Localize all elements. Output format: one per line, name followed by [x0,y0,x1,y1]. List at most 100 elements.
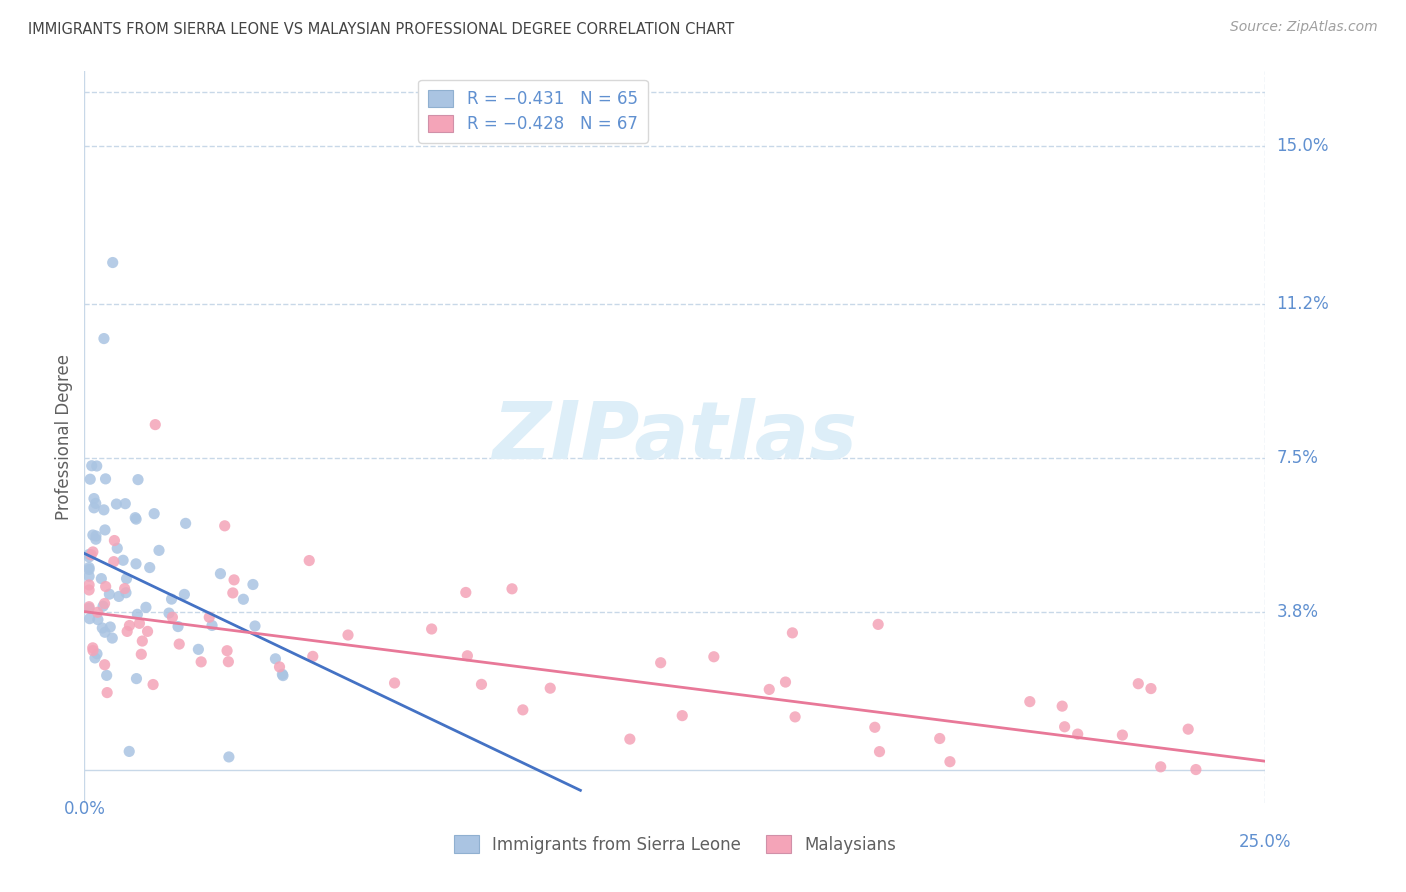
Point [84,651,107,665]
Text: ZIPatlas: ZIPatlas [492,398,858,476]
Point [94,472,117,486]
Text: 11.2%: 11.2% [1277,295,1329,313]
Point [384,676,406,690]
Point [136,624,159,639]
Point [86,458,108,473]
Point [105,541,128,556]
Point [87,613,110,627]
Point [201,618,224,632]
Point [1018,695,1040,709]
Point [77,601,100,615]
Point [420,622,443,636]
Point [118,618,141,632]
Point [301,649,323,664]
Point [619,732,641,747]
Point [125,672,148,686]
Point [82,640,104,655]
Text: 3.8%: 3.8% [1277,603,1319,621]
Point [1050,699,1073,714]
Point [269,660,291,674]
Point [84,532,107,546]
Point [538,681,561,696]
Point [96,668,118,682]
Point [271,668,294,682]
Point [217,655,239,669]
Point [454,585,477,599]
Point [135,600,157,615]
Point [142,677,165,691]
Point [863,720,886,734]
Point [80,458,103,473]
Point [928,731,950,746]
Point [129,647,152,661]
Point [271,667,294,681]
Point [93,597,115,611]
Point [112,553,135,567]
Point [127,607,149,622]
Point [157,606,180,620]
Point [86,647,108,661]
Point [222,573,245,587]
Point [115,572,138,586]
Point [1140,681,1163,696]
Point [105,497,128,511]
Point [93,503,115,517]
Text: 7.5%: 7.5% [1277,449,1319,467]
Legend: Immigrants from Sierra Leone, Malaysians: Immigrants from Sierra Leone, Malaysians [447,829,903,860]
Point [1185,763,1208,777]
Point [1067,727,1090,741]
Point [80,548,103,562]
Point [98,587,121,601]
Point [138,560,160,574]
Point [160,592,183,607]
Point [209,566,232,581]
Point [148,543,170,558]
Point [118,744,141,758]
Point [775,675,797,690]
Point [501,582,523,596]
Point [703,649,725,664]
Point [167,637,190,651]
Point [1053,720,1076,734]
Point [96,685,118,699]
Point [125,557,148,571]
Point [131,634,153,648]
Point [93,657,115,672]
Point [512,703,534,717]
Point [782,625,804,640]
Point [456,648,478,663]
Point [115,585,138,599]
Point [173,587,195,601]
Point [470,677,492,691]
Point [101,631,124,645]
Point [162,610,184,624]
Point [167,619,190,633]
Point [114,582,136,596]
Point [108,590,131,604]
Point [84,496,107,510]
Point [650,656,672,670]
Point [77,560,100,574]
Point [337,628,360,642]
Y-axis label: Professional Degree: Professional Degree [55,354,73,520]
Point [77,599,100,614]
Text: IMMIGRANTS FROM SIERRA LEONE VS MALAYSIAN PROFESSIONAL DEGREE CORRELATION CHART: IMMIGRANTS FROM SIERRA LEONE VS MALAYSIA… [28,22,734,37]
Point [103,555,125,569]
Point [82,528,104,542]
Point [128,616,150,631]
Point [94,625,117,640]
Point [869,745,891,759]
Point [98,620,121,634]
Point [83,491,105,506]
Point [187,642,209,657]
Point [671,708,693,723]
Point [91,621,114,635]
Point [190,655,212,669]
Text: 0.0%: 0.0% [63,800,105,818]
Point [217,643,239,657]
Point [82,545,104,559]
Point [79,612,101,626]
Point [82,643,104,657]
Point [86,605,108,619]
Point [77,549,100,564]
